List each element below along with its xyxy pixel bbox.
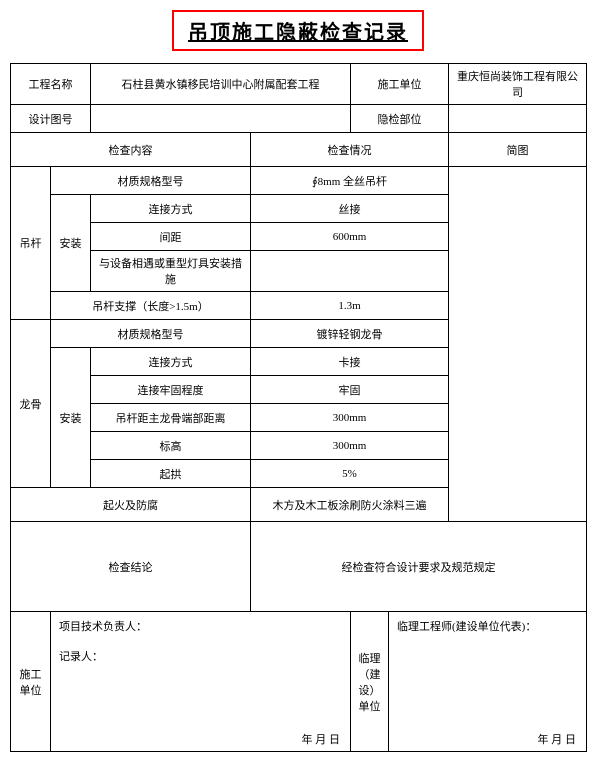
keel-elevation-value: 300mm (251, 432, 449, 460)
hanger-spacing-value: 600mm (251, 223, 449, 251)
sign-recorder: 记录人： (59, 648, 342, 664)
conclusion-label: 检查结论 (11, 522, 251, 612)
hanger-install: 安装 (51, 195, 91, 292)
value-construction-unit: 重庆恒尚装饰工程有限公司 (449, 64, 587, 105)
keel-material-value: 镀锌轻钢龙骨 (251, 320, 449, 348)
hanger-support-value: 1.3m (251, 292, 449, 320)
sign-supervise-unit-label: 临理（建设）单位 (351, 612, 389, 752)
hanger-material-label: 材质规格型号 (51, 167, 251, 195)
value-hidden-part (449, 105, 587, 133)
hanger-material-value: ∮8mm 全丝吊杆 (251, 167, 449, 195)
sign-supervise-eng: 临理工程师(建设单位代表)： (397, 618, 578, 634)
col-check-situation: 检查情况 (251, 133, 449, 167)
label-design-drawing: 设计图号 (11, 105, 91, 133)
sign-construction-date: 年 月 日 (302, 731, 341, 747)
inspection-table: 工程名称 石柱县黄水镇移民培训中心附属配套工程 施工单位 重庆恒尚装饰工程有限公… (10, 63, 587, 752)
keel-material-label: 材质规格型号 (51, 320, 251, 348)
hanger-connect-value: 丝接 (251, 195, 449, 223)
col-check-content: 检查内容 (11, 133, 251, 167)
group-hanger: 吊杆 (11, 167, 51, 320)
keel-end-dist-value: 300mm (251, 404, 449, 432)
label-hidden-part: 隐检部位 (351, 105, 449, 133)
group-keel: 龙骨 (11, 320, 51, 488)
page-title: 吊顶施工隐蔽检查记录 (188, 22, 408, 44)
keel-elevation-label: 标高 (91, 432, 251, 460)
sign-tech-leader: 项目技术负责人： (59, 618, 342, 634)
sign-construction-unit-label: 施工单位 (11, 612, 51, 752)
col-sketch: 简图 (449, 133, 587, 167)
hanger-equip-value (251, 251, 449, 292)
sign-supervise-block: 临理工程师(建设单位代表)： 年 月 日 (389, 612, 587, 752)
label-project-name: 工程名称 (11, 64, 91, 105)
value-project-name: 石柱县黄水镇移民培训中心附属配套工程 (91, 64, 351, 105)
keel-firm-value: 牢固 (251, 376, 449, 404)
hanger-equip-label: 与设备相遇或重型灯具安装措施 (91, 251, 251, 292)
conclusion-value: 经检查符合设计要求及规范规定 (251, 522, 587, 612)
hanger-connect-label: 连接方式 (91, 195, 251, 223)
value-design-drawing (91, 105, 351, 133)
keel-connect-value: 卡接 (251, 348, 449, 376)
label-construction-unit: 施工单位 (351, 64, 449, 105)
keel-install: 安装 (51, 348, 91, 488)
fire-value: 木方及木工板涂刷防火涂料三遍 (251, 488, 449, 522)
keel-arch-value: 5% (251, 460, 449, 488)
sign-construction-block: 项目技术负责人： 记录人： 年 月 日 (51, 612, 351, 752)
hanger-spacing-label: 间距 (91, 223, 251, 251)
keel-arch-label: 起拱 (91, 460, 251, 488)
keel-end-dist-label: 吊杆距主龙骨端部距离 (91, 404, 251, 432)
keel-connect-label: 连接方式 (91, 348, 251, 376)
title-container: 吊顶施工隐蔽检查记录 (10, 10, 586, 63)
sign-supervise-date: 年 月 日 (538, 731, 577, 747)
keel-firm-label: 连接牢固程度 (91, 376, 251, 404)
hanger-support-label: 吊杆支撑（长度>1.5m） (51, 292, 251, 320)
fire-label: 起火及防腐 (11, 488, 251, 522)
title-box: 吊顶施工隐蔽检查记录 (172, 10, 424, 51)
sketch-area (449, 167, 587, 522)
